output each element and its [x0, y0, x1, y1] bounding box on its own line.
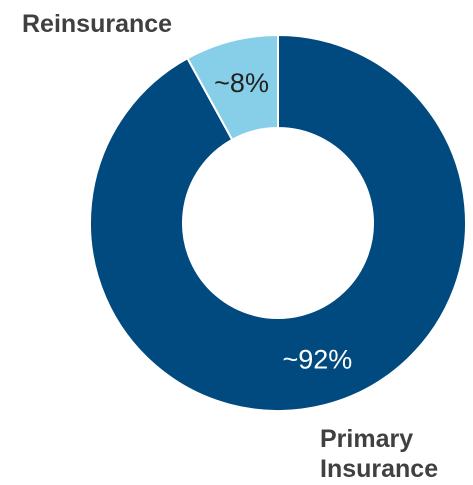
category-label-primary-line1: Primary — [320, 425, 414, 453]
slice-reinsurance — [186, 33, 279, 142]
slice-primary-insurance — [89, 33, 467, 412]
data-label-primary-insurance: ~92% — [283, 344, 353, 374]
data-label-reinsurance: ~8% — [214, 68, 269, 98]
category-label-primary-insurance: Primary Insurance — [320, 424, 438, 484]
category-label-primary-line2: Insurance — [320, 455, 439, 483]
category-label-reinsurance: Reinsurance — [22, 10, 173, 38]
